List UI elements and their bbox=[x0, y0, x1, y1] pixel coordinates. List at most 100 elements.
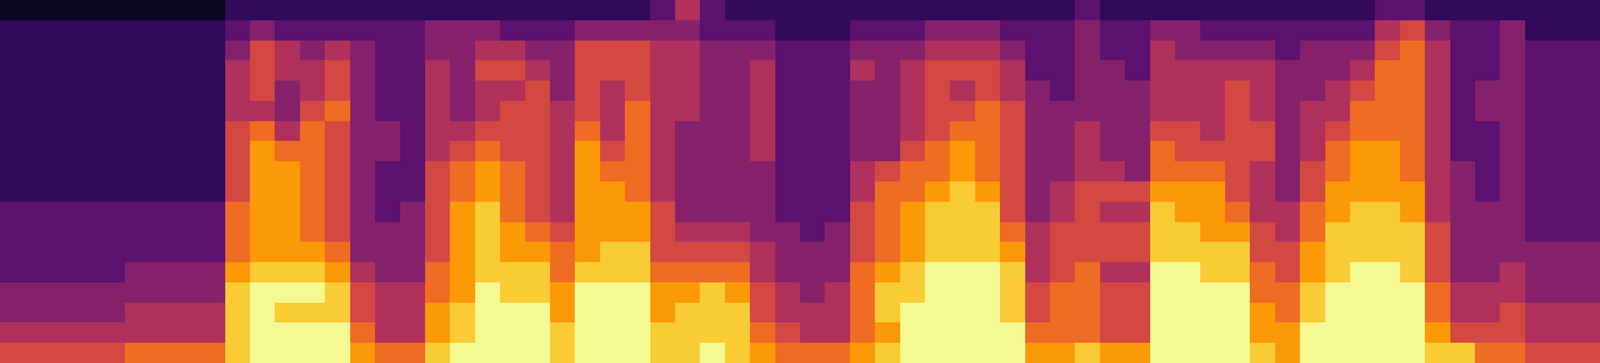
cell bbox=[1450, 241, 1476, 263]
cell bbox=[1299, 342, 1326, 363]
cell bbox=[1374, 201, 1401, 223]
cell bbox=[149, 302, 176, 323]
cell bbox=[699, 201, 726, 223]
cell bbox=[449, 100, 476, 122]
cell bbox=[249, 302, 276, 323]
cell bbox=[1374, 241, 1401, 263]
cell bbox=[1174, 241, 1201, 263]
cell bbox=[449, 20, 476, 41]
cell bbox=[1549, 322, 1576, 343]
cell bbox=[600, 222, 626, 243]
cell bbox=[1249, 282, 1276, 303]
cell bbox=[1374, 140, 1401, 162]
cell bbox=[499, 60, 526, 81]
cell bbox=[374, 342, 401, 363]
cell bbox=[50, 20, 76, 41]
cell bbox=[900, 181, 926, 202]
cell bbox=[525, 100, 551, 122]
cell bbox=[74, 121, 101, 142]
cell bbox=[874, 40, 901, 61]
cell bbox=[74, 201, 101, 223]
cell bbox=[824, 181, 851, 202]
cell bbox=[850, 241, 876, 263]
cell bbox=[225, 20, 251, 41]
cell bbox=[675, 121, 701, 142]
cell bbox=[1275, 302, 1301, 323]
cell bbox=[324, 100, 351, 122]
cell bbox=[149, 181, 176, 202]
cell bbox=[1100, 342, 1126, 363]
cell bbox=[1475, 60, 1501, 81]
cell bbox=[675, 140, 701, 162]
cell bbox=[0, 181, 26, 202]
cell bbox=[874, 262, 901, 283]
cell bbox=[624, 222, 651, 243]
cell bbox=[1400, 241, 1426, 263]
cell bbox=[374, 222, 401, 243]
cell bbox=[199, 222, 226, 243]
cell bbox=[749, 342, 776, 363]
cell bbox=[1174, 322, 1201, 343]
cell bbox=[1549, 80, 1576, 101]
cell bbox=[874, 161, 901, 182]
cell bbox=[374, 262, 401, 283]
cell bbox=[100, 322, 126, 343]
cell bbox=[1299, 222, 1326, 243]
cell bbox=[1074, 282, 1101, 303]
cell bbox=[624, 161, 651, 182]
cell bbox=[499, 40, 526, 61]
cell bbox=[650, 20, 676, 41]
cell bbox=[550, 222, 576, 243]
cell bbox=[1350, 80, 1376, 101]
cell bbox=[699, 40, 726, 61]
cell bbox=[1249, 121, 1276, 142]
cell bbox=[624, 342, 651, 363]
cell bbox=[725, 181, 751, 202]
cell bbox=[1249, 140, 1276, 162]
cell bbox=[175, 201, 201, 223]
cell bbox=[50, 241, 76, 263]
cell bbox=[175, 40, 201, 61]
cell bbox=[949, 0, 976, 21]
cells bbox=[0, 0, 1600, 363]
cell bbox=[1200, 201, 1226, 223]
cell bbox=[300, 322, 326, 343]
cell bbox=[1150, 282, 1176, 303]
cell bbox=[1424, 222, 1451, 243]
cell bbox=[949, 60, 976, 81]
cell bbox=[74, 322, 101, 343]
cell bbox=[1150, 181, 1176, 202]
cell bbox=[824, 201, 851, 223]
cell bbox=[1525, 100, 1551, 122]
cell bbox=[574, 302, 601, 323]
cell bbox=[1124, 302, 1151, 323]
cell bbox=[300, 262, 326, 283]
cell bbox=[0, 322, 26, 343]
cell bbox=[800, 241, 826, 263]
cell bbox=[400, 140, 426, 162]
cell bbox=[50, 100, 76, 122]
cell bbox=[124, 140, 151, 162]
cell bbox=[725, 282, 751, 303]
cell bbox=[1424, 342, 1451, 363]
cell bbox=[1049, 181, 1076, 202]
cell bbox=[1400, 60, 1426, 81]
cell bbox=[1025, 0, 1051, 21]
cell bbox=[74, 0, 101, 21]
cell bbox=[675, 201, 701, 223]
cell bbox=[225, 140, 251, 162]
cell bbox=[574, 121, 601, 142]
cell bbox=[550, 241, 576, 263]
cell bbox=[1525, 20, 1551, 41]
cell bbox=[850, 80, 876, 101]
cell bbox=[1100, 80, 1126, 101]
cell bbox=[550, 121, 576, 142]
cell bbox=[249, 140, 276, 162]
cell bbox=[900, 201, 926, 223]
cell bbox=[24, 181, 51, 202]
cell bbox=[324, 80, 351, 101]
cell bbox=[624, 80, 651, 101]
cell bbox=[1074, 40, 1101, 61]
cell bbox=[100, 121, 126, 142]
cell bbox=[274, 40, 301, 61]
